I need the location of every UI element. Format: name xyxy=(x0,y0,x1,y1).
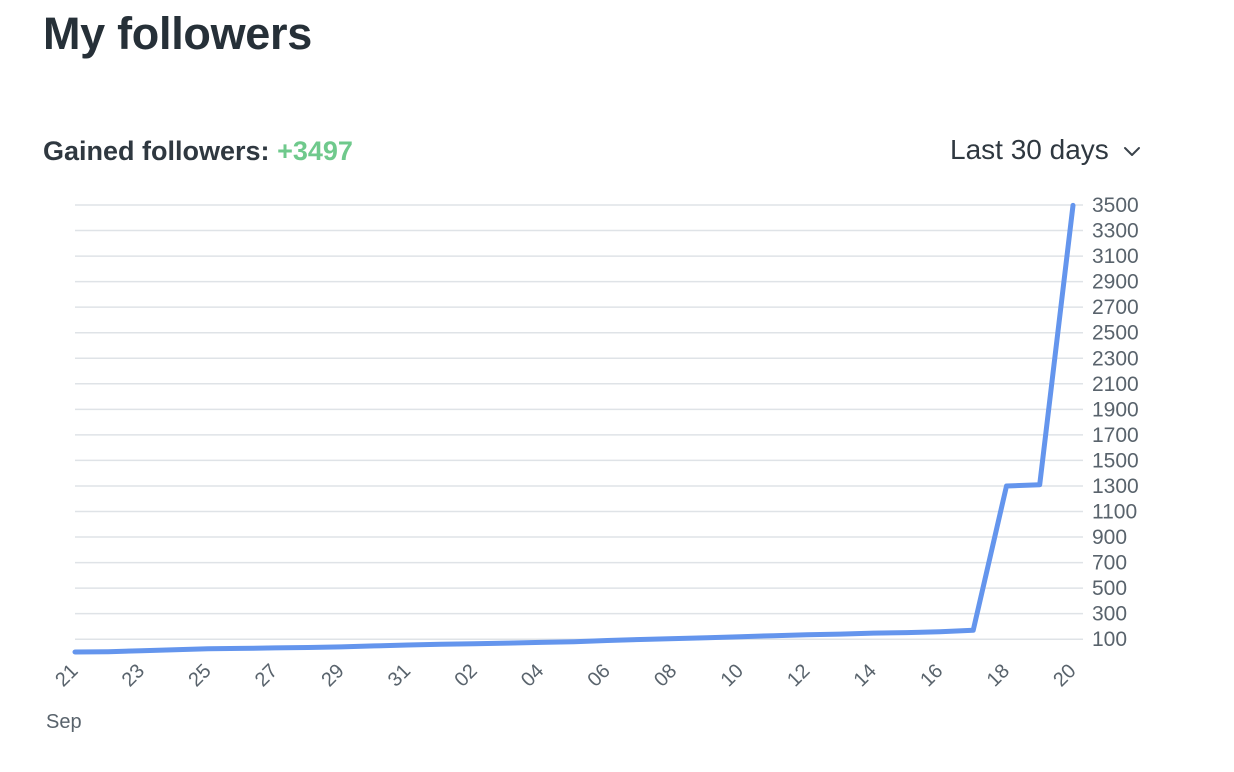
x-tick-label: 08 xyxy=(650,660,681,691)
x-tick-label: 25 xyxy=(184,660,215,691)
x-tick-label: 23 xyxy=(118,660,149,691)
page-title: My followers xyxy=(43,8,312,59)
y-tick-label: 2100 xyxy=(1092,373,1139,396)
y-tick-label: 1100 xyxy=(1092,501,1137,524)
y-tick-label: 2700 xyxy=(1092,296,1139,319)
x-tick-label: 12 xyxy=(783,660,814,691)
y-tick-label: 2300 xyxy=(1092,347,1139,370)
x-tick-label: 20 xyxy=(1049,660,1080,691)
y-tick-label: 1900 xyxy=(1092,398,1139,421)
date-range-dropdown[interactable]: Last 30 days xyxy=(950,134,1141,166)
x-tick-label: 04 xyxy=(517,660,548,691)
x-month-label: Sep xyxy=(46,711,82,733)
y-tick-label: 3300 xyxy=(1092,220,1139,243)
y-tick-label: 700 xyxy=(1092,552,1127,575)
y-tick-label: 1700 xyxy=(1092,424,1139,447)
y-tick-label: 500 xyxy=(1092,577,1127,600)
y-tick-label: 3100 xyxy=(1092,245,1139,268)
date-range-label: Last 30 days xyxy=(950,134,1109,165)
y-tick-label: 2900 xyxy=(1092,271,1139,294)
y-tick-label: 300 xyxy=(1092,603,1127,626)
gained-followers-value: +3497 xyxy=(277,136,353,166)
x-tick-label: 06 xyxy=(584,660,615,691)
x-tick-label: 10 xyxy=(717,660,748,691)
y-tick-label: 1500 xyxy=(1092,449,1139,472)
x-tick-label: 27 xyxy=(251,660,282,691)
y-tick-label: 2500 xyxy=(1092,322,1139,345)
x-tick-label: 18 xyxy=(983,660,1014,691)
x-tick-label: 02 xyxy=(450,660,481,691)
x-tick-label: 31 xyxy=(384,660,415,691)
x-tick-label: 16 xyxy=(916,660,947,691)
y-tick-label: 1300 xyxy=(1092,475,1139,498)
chevron-down-icon xyxy=(1123,147,1140,156)
x-tick-label: 14 xyxy=(850,660,881,691)
gained-followers-label: Gained followers: xyxy=(43,136,270,166)
x-tick-label: 21 xyxy=(51,660,82,691)
followers-series-line xyxy=(72,202,1076,655)
gained-followers-summary: Gained followers: +3497 xyxy=(43,136,353,167)
y-tick-label: 100 xyxy=(1092,628,1127,651)
y-tick-label: 900 xyxy=(1092,526,1127,549)
x-tick-label: 29 xyxy=(317,660,348,691)
y-tick-label: 3500 xyxy=(1092,194,1139,217)
